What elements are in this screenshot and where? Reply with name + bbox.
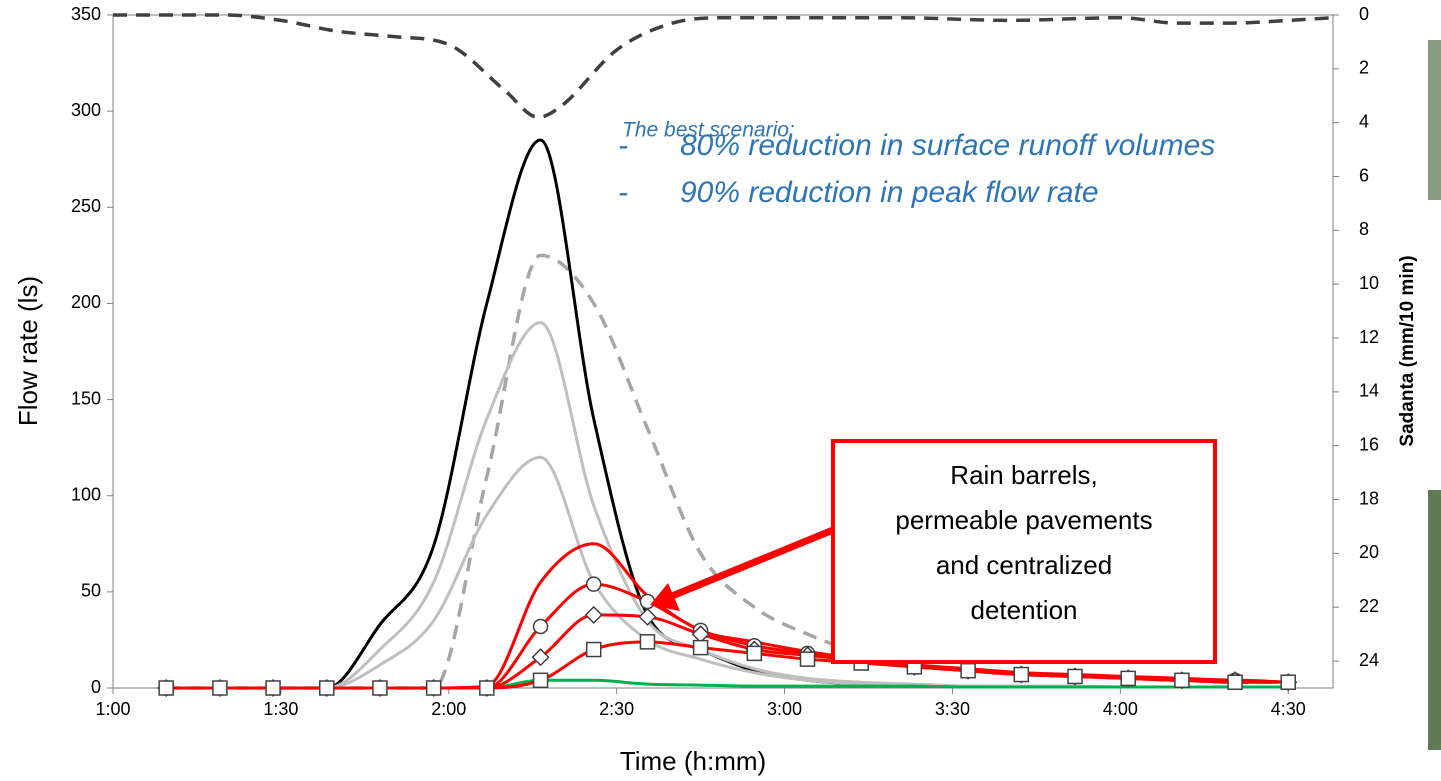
x-tick-label: 2:00 — [431, 699, 466, 719]
y2-tick-label: 18 — [1359, 488, 1379, 508]
marker-square — [960, 662, 976, 679]
x-tick-label: 4:00 — [1103, 699, 1138, 719]
marker-circle — [585, 576, 602, 592]
y2-tick-label: 8 — [1359, 219, 1369, 239]
marker-diamond — [584, 605, 603, 624]
scenario-title: The best scenario: — [622, 119, 795, 142]
marker-square — [319, 680, 335, 696]
marker-square — [212, 680, 228, 696]
y2-tick-label: 22 — [1359, 596, 1379, 616]
marker-square — [158, 680, 174, 696]
y-tick-label: 150 — [71, 388, 101, 408]
x-tick-label: 1:30 — [263, 699, 298, 719]
y2-tick-label: 0 — [1359, 4, 1369, 24]
flow-line — [166, 640, 1289, 690]
callout-text: Rain barrels, — [950, 460, 1097, 490]
marker-square — [585, 641, 602, 658]
y-tick-label: 350 — [71, 4, 101, 24]
marker-diamond — [638, 607, 657, 626]
bullet-dash: - — [618, 176, 628, 209]
x-tick-label: 2:30 — [599, 699, 634, 719]
y-tick-label: 250 — [71, 196, 101, 216]
marker-square — [1227, 674, 1243, 690]
bullet-dash: - — [618, 129, 628, 162]
marker-square — [265, 680, 281, 696]
y-tick-label: 100 — [71, 484, 101, 504]
marker-square — [1120, 670, 1136, 687]
x-axis-label: Time (h:mm) — [620, 746, 766, 776]
marker-square — [1280, 674, 1296, 690]
y2-tick-label: 4 — [1359, 111, 1369, 131]
plot-frame — [112, 14, 1334, 689]
x-tick-label: 3:00 — [767, 699, 802, 719]
y2-axis-label: Sadanta (mm/10 min) — [1397, 255, 1418, 446]
marker-square — [425, 680, 442, 696]
callout-text: permeable pavements — [895, 505, 1152, 535]
bullet-text: 80% reduction in surface runoff volumes — [680, 129, 1215, 162]
y-axis-label: Flow rate (ls) — [13, 276, 43, 426]
y-tick-label: 200 — [71, 292, 101, 312]
marker-square — [799, 651, 816, 667]
background-image-strip — [1428, 490, 1441, 750]
x-tick-label: 3:30 — [935, 699, 970, 719]
marker-circle — [532, 618, 549, 635]
y2-tick-label: 2 — [1359, 58, 1369, 78]
y2-tick-label: 6 — [1359, 165, 1369, 185]
marker-square — [639, 634, 656, 650]
marker-circle — [639, 593, 656, 610]
y2-tick-label: 10 — [1359, 273, 1379, 293]
marker-square — [1174, 672, 1190, 689]
y2-tick-label: 14 — [1359, 381, 1379, 401]
x-tick-label: 4:30 — [1271, 699, 1306, 719]
marker-square — [1013, 666, 1030, 683]
marker-square — [532, 672, 549, 689]
x-tick-label: 1:00 — [95, 699, 130, 719]
callout-text: detention — [971, 595, 1078, 625]
y-tick-label: 50 — [81, 581, 101, 601]
marker-square — [692, 639, 709, 656]
callout-arrow — [670, 526, 835, 600]
marker-diamond — [531, 648, 550, 667]
y-tick-label: 300 — [71, 100, 101, 120]
callout-text: and centralized — [936, 550, 1112, 580]
marker-square — [746, 645, 763, 662]
rainfall-line — [113, 13, 1334, 120]
bullet-text: 90% reduction in peak flow rate — [680, 176, 1099, 209]
marker-square — [479, 680, 495, 696]
callout-box — [831, 439, 1217, 664]
y2-tick-label: 20 — [1359, 542, 1379, 562]
y-tick-label: 0 — [91, 677, 101, 697]
y2-tick-label: 12 — [1359, 327, 1379, 347]
background-image-strip — [1428, 40, 1441, 200]
y2-tick-label: 16 — [1359, 434, 1379, 454]
marker-square — [1067, 668, 1083, 685]
y2-tick-label: 24 — [1359, 650, 1379, 670]
marker-square — [372, 680, 388, 696]
callout-arrowhead — [650, 583, 680, 611]
